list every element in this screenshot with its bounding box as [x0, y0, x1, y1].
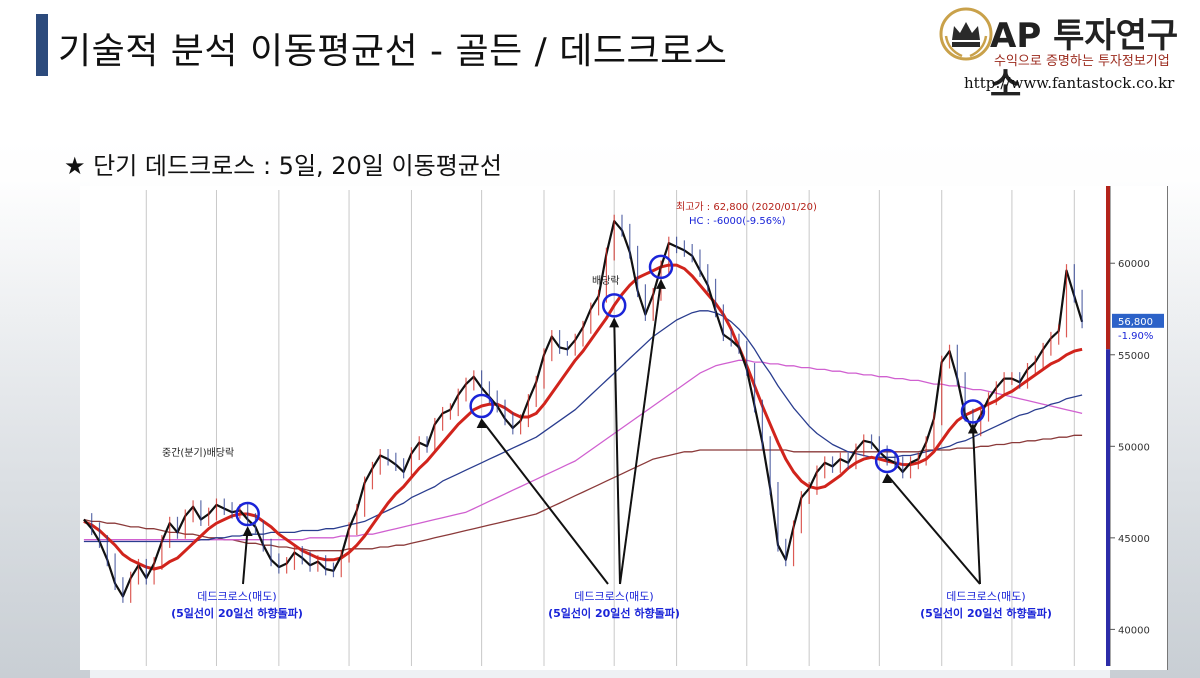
callout-arrow: [971, 425, 981, 585]
arrowhead: [609, 317, 620, 328]
brand-name: AP 투자연구소: [990, 16, 1179, 105]
dead-cross-marker-2: [469, 393, 494, 419]
callout-arrow: [886, 474, 981, 585]
brand-tagline: 수익으로 증명하는 투자정보기업: [994, 54, 1170, 69]
dead-cross-marker-4: [648, 254, 674, 280]
dead-cross-marker-5: [874, 448, 900, 474]
y-tick-label: 55000: [1118, 351, 1150, 362]
ma20-line: [83, 263, 1083, 571]
y-tick-label: 45000: [1118, 534, 1150, 545]
dead-cross-marker-1: [235, 501, 260, 527]
arrowhead: [882, 472, 893, 483]
y-tick-label: 40000: [1118, 625, 1150, 636]
axis-lower-band: [1106, 349, 1110, 666]
callout-3-desc: (5일선이 20일선 하향돌파): [920, 606, 1052, 620]
arrowhead: [476, 418, 487, 429]
arrowhead: [242, 526, 253, 537]
arrowhead: [655, 278, 666, 289]
callout-3-title: 데드크로스(매도): [946, 590, 1025, 603]
background-cityscape-left: [0, 180, 90, 678]
crown-laurel-icon: [939, 7, 993, 61]
moving-average-chart: 60000 55000 50000 45000 40000 56,800 -1.90% 최고…: [83, 186, 1164, 666]
y-tick-label: 50000: [1118, 442, 1150, 453]
dead-cross-marker-3: [601, 293, 627, 318]
arrowhead: [967, 423, 978, 434]
ma120-line: [83, 359, 1083, 541]
current-change-label: -1.90%: [1118, 331, 1153, 342]
callout-2-desc: (5일선이 20일선 하향돌파): [548, 606, 680, 620]
dividend-annotation: 배당락: [592, 275, 620, 287]
callout-1-title: 데드크로스(매도): [197, 590, 276, 603]
callout-arrow: [480, 419, 609, 585]
callout-arrow: [619, 280, 662, 585]
page-title: 기술적 분석 이동평균선 - 골든 / 데드크로스: [58, 31, 728, 72]
axis-upper-band: [1106, 186, 1110, 350]
callout-2-title: 데드크로스(매도): [574, 590, 653, 603]
ma240-line: [83, 434, 1083, 552]
section-subtitle: ★ 단기 데드크로스 : 5일, 20일 이동평균선: [64, 152, 502, 180]
stock-chart-panel: 60000 55000 50000 45000 40000 56,800 -1.90% 최고…: [80, 186, 1168, 670]
brand-url: http://www.fantastock.co.kr: [964, 74, 1175, 92]
title-accent-bar: [36, 14, 48, 76]
brand-logo: AP 투자연구소 수익으로 증명하는 투자정보기업 http://www.fan…: [938, 6, 1198, 105]
callout-arrow: [242, 527, 249, 585]
current-price-label: 56,800: [1118, 317, 1153, 328]
current-price-badge: [1112, 313, 1164, 328]
callout-1-desc: (5일선이 20일선 하향돌파): [171, 606, 303, 620]
callout-arrow: [613, 319, 621, 585]
y-tick-label: 60000: [1118, 259, 1150, 270]
high-price-annotation: 최고가 : 62,800 (2020/01/20): [676, 201, 817, 213]
hc-annotation: HC : -6000(-9.56%): [689, 216, 786, 227]
dead-cross-marker-6: [960, 399, 986, 424]
interim-dividend-annotation: 중간(분기)배당락: [162, 447, 234, 459]
